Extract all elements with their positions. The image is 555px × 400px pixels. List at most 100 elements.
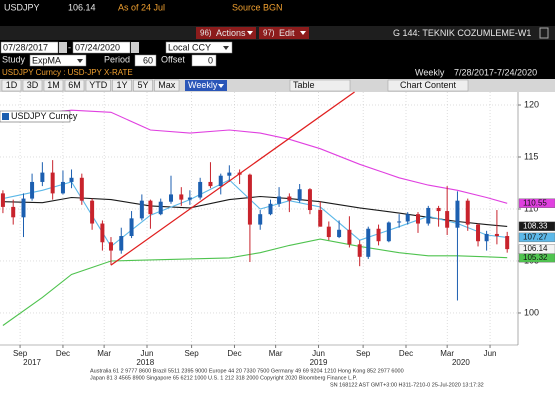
x-tick-label: Dec — [399, 349, 413, 358]
table-label: Table — [293, 80, 315, 90]
calendar-icon[interactable] — [59, 42, 67, 53]
dropdown-arrow — [247, 31, 253, 35]
x-tick-label: Sep — [13, 349, 28, 358]
candle-body — [148, 200, 153, 215]
range-button-label: Max — [158, 80, 176, 90]
candle-body — [179, 194, 184, 200]
range-button[interactable] — [112, 79, 132, 92]
x-tick-label: Mar — [440, 349, 454, 358]
candle-body — [386, 222, 391, 242]
frequency: Weekly — [415, 67, 445, 77]
candle-body — [69, 177, 74, 182]
x-tick-label: Sep — [356, 349, 371, 358]
last-value-label: 106.14 — [523, 244, 548, 253]
edit-label: Edit — [279, 28, 295, 38]
candle-body — [21, 198, 26, 218]
candle-body — [158, 201, 163, 215]
candle-body — [0, 193, 5, 207]
table-button[interactable] — [289, 79, 351, 92]
currency-select[interactable] — [165, 41, 233, 54]
candle-body — [436, 207, 441, 212]
candle-body — [119, 236, 124, 251]
candle-body — [287, 196, 292, 201]
range-button[interactable] — [1, 79, 22, 92]
candle-body — [198, 181, 203, 198]
range-button[interactable] — [43, 79, 64, 92]
candle-body — [445, 211, 450, 228]
security-title: USDJPY Curncy : USD-JPY X-RATE — [2, 68, 133, 77]
dropdown-arrow — [77, 59, 83, 63]
legend-swatch — [2, 113, 9, 120]
year-label: 2018 — [136, 358, 154, 367]
chart: 100105110115120SepDecMarJunSepDecMarJunS… — [0, 91, 555, 367]
candle-body — [397, 221, 402, 223]
candle-body — [416, 214, 421, 224]
dropdown-arrow — [218, 84, 224, 88]
candle-body — [79, 177, 84, 201]
candle-body — [60, 181, 65, 194]
x-tick-label: Sep — [184, 349, 199, 358]
chart-bg — [0, 92, 555, 400]
y-tick-label: 100 — [524, 307, 539, 317]
range-button[interactable] — [22, 79, 43, 92]
as-of: As of 24 Jul — [118, 2, 165, 12]
offset-input[interactable] — [191, 54, 217, 67]
candle-body — [108, 242, 113, 251]
candle-body — [337, 229, 342, 238]
study-line — [2, 238, 508, 326]
range-button[interactable] — [154, 79, 180, 92]
candle-body — [30, 181, 35, 199]
study-line — [2, 109, 508, 204]
year-label: 2020 — [452, 358, 470, 367]
last-value-label: 105.32 — [523, 253, 548, 262]
candle-body — [326, 226, 331, 238]
candle-body — [50, 172, 55, 194]
calendar-icon[interactable] — [131, 42, 139, 53]
candle-body — [268, 203, 273, 215]
actions-button[interactable] — [196, 27, 256, 39]
period-input[interactable] — [134, 54, 157, 67]
candle-body — [129, 218, 134, 237]
range-button-label: YTD — [89, 80, 108, 90]
period-label: Period — [104, 54, 130, 64]
last-value-label: 108.33 — [523, 221, 548, 230]
x-tick-label: Jun — [484, 349, 497, 358]
chart-content-button[interactable] — [387, 79, 469, 92]
y-tick-label: 120 — [524, 99, 539, 109]
y-tick-label: 110 — [524, 203, 538, 213]
candle-body — [277, 196, 282, 204]
offset-value: 0 — [208, 55, 213, 65]
candle-body — [455, 200, 460, 228]
study-label: Study — [2, 54, 26, 64]
window-button[interactable] — [539, 27, 549, 39]
range-button[interactable] — [85, 79, 111, 92]
range-button-label: 3D — [27, 80, 39, 90]
end-date-input[interactable] — [72, 41, 131, 54]
edit-button[interactable] — [259, 27, 309, 39]
frequency-menu[interactable] — [185, 80, 227, 91]
range-button[interactable] — [133, 79, 153, 92]
candle-body — [318, 210, 323, 227]
last-price: 106.14 — [68, 2, 96, 12]
candle-body — [426, 207, 431, 224]
candle-body — [405, 214, 410, 222]
x-tick-label: Mar — [269, 349, 283, 358]
chart-content-label: Chart Content — [400, 80, 457, 90]
candle-body — [247, 174, 252, 225]
actions-code: 96) — [200, 29, 212, 38]
last-value-label: 107.27 — [523, 232, 548, 241]
candle-body — [187, 197, 192, 200]
study-select[interactable] — [29, 54, 87, 67]
candle-body — [376, 228, 381, 242]
footer-line: SN 168122 AST GMT+3:00 H311-7210-0 25-Ju… — [330, 382, 484, 388]
candle-body — [357, 244, 362, 257]
candle-body — [297, 189, 302, 201]
date-range: 7/28/2017-7/24/2020 — [454, 67, 537, 77]
end-date: 07/24/2020 — [75, 42, 120, 52]
start-date-input[interactable] — [0, 41, 59, 54]
candle-body — [227, 172, 232, 176]
range-button-label: 1Y — [116, 80, 127, 90]
candle-body — [40, 172, 45, 182]
range-button[interactable] — [64, 79, 85, 92]
range-buttons: 1D 3D 1M 6M YTD 1Y 5Y Max — [1, 79, 180, 92]
